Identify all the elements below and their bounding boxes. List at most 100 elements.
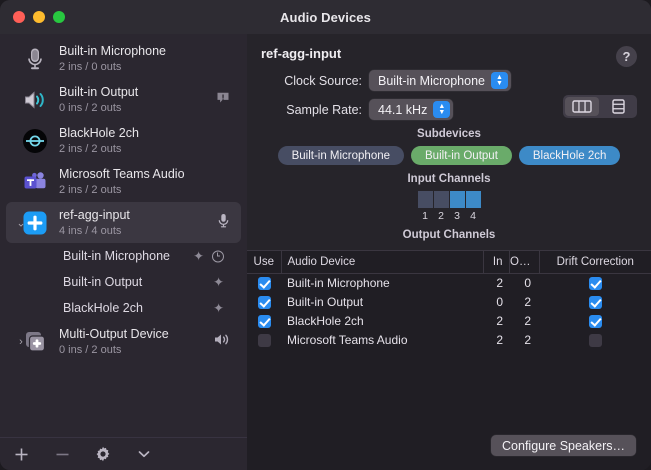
- out-count-cell: 0: [524, 275, 531, 290]
- settings-gear-button[interactable]: [93, 444, 113, 464]
- input-channel-number: 4: [470, 210, 476, 222]
- table-row[interactable]: Built-in Microphone 2 0: [247, 273, 651, 292]
- clock-source-row: Clock Source: Built-in Microphone ▲ ▼: [261, 70, 637, 91]
- configure-speakers-button[interactable]: Configure Speakers…: [491, 435, 636, 456]
- device-io: 4 ins / 4 outs: [59, 224, 122, 237]
- action-menu-button[interactable]: [134, 444, 154, 464]
- device-name-cell: Built-in Microphone: [287, 275, 390, 290]
- use-checkbox[interactable]: [257, 276, 271, 290]
- in-count-cell: 0: [496, 294, 503, 309]
- microphone-icon: [20, 44, 50, 74]
- table-row[interactable]: BlackHole 2ch 2 2: [247, 311, 651, 330]
- subdevice-pill-built-in-output[interactable]: Built-in Output: [411, 146, 512, 165]
- remove-device-button[interactable]: [52, 444, 72, 464]
- page-title: ref-agg-input: [261, 46, 342, 61]
- drift-star-icon: ✦: [213, 300, 224, 316]
- input-channel-block-4[interactable]: [465, 191, 481, 208]
- disclosure-triangle-down-icon[interactable]: ⌄: [16, 217, 26, 229]
- input-channel-block-2[interactable]: [433, 191, 449, 208]
- table-row[interactable]: Microsoft Teams Audio 2 2: [247, 330, 651, 349]
- use-checkbox[interactable]: [257, 314, 271, 328]
- device-settings-pane: ref-agg-input ? Clock Source: Built-in M…: [247, 34, 651, 250]
- multi-output-icon: [20, 327, 50, 357]
- drift-correction-checkbox[interactable]: [588, 314, 602, 328]
- device-io: 0 ins / 2 outs: [59, 101, 122, 114]
- clock-source-select[interactable]: Built-in Microphone ▲ ▼: [369, 70, 511, 91]
- chevron-updown-icon[interactable]: ▲ ▼: [433, 101, 451, 118]
- sidebar-subitem-blackhole-2ch[interactable]: BlackHole 2ch ✦: [6, 295, 241, 321]
- input-channel-block-1[interactable]: [417, 191, 433, 208]
- device-io: 0 ins / 2 outs: [59, 343, 122, 356]
- subdevice-name: Built-in Microphone: [63, 249, 170, 263]
- device-name: BlackHole 2ch: [59, 125, 139, 140]
- column-header-use[interactable]: Use: [247, 251, 282, 274]
- device-detail-panel: ref-agg-input ? Clock Source: Built-in M…: [247, 34, 651, 470]
- in-count-cell: 2: [496, 332, 503, 347]
- device-name-cell: BlackHole 2ch: [287, 313, 364, 328]
- list-view-button[interactable]: [601, 97, 635, 116]
- input-channel-number: 3: [454, 210, 460, 222]
- drift-star-icon: ✦: [213, 274, 224, 290]
- sidebar-item-built-in-output[interactable]: Built-in Output 0 ins / 2 outs: [6, 79, 241, 120]
- use-checkbox[interactable]: [257, 333, 271, 347]
- subdevice-pill-built-in-microphone[interactable]: Built-in Microphone: [277, 146, 405, 165]
- device-name: Built-in Output: [59, 84, 139, 99]
- drift-correction-checkbox[interactable]: [588, 295, 602, 309]
- sidebar-item-blackhole-2ch[interactable]: BlackHole 2ch 2 ins / 2 outs: [6, 120, 241, 161]
- disclosure-triangle-right-icon[interactable]: ›: [19, 335, 23, 348]
- speaker-output-icon: [214, 332, 230, 351]
- window-title: Audio Devices: [280, 9, 371, 25]
- speaker-icon: [20, 85, 50, 115]
- clock-icon: [212, 250, 224, 262]
- subdevice-pill-blackhole-2ch[interactable]: BlackHole 2ch: [518, 146, 621, 165]
- sample-rate-row: Sample Rate: 44.1 kHz ▲ ▼: [261, 99, 637, 120]
- subdevice-name: Built-in Output: [63, 275, 143, 289]
- device-list-sidebar[interactable]: Built-in Microphone 2 ins / 0 outs Built…: [0, 34, 247, 437]
- sidebar-item-microsoft-teams-audio[interactable]: Microsoft Teams Audio 2 ins / 2 outs: [6, 161, 241, 202]
- close-button[interactable]: [13, 11, 25, 23]
- input-channel-block-3[interactable]: [449, 191, 465, 208]
- subdevice-table-pane: Use Audio Device In O… Drift Correction …: [247, 250, 651, 470]
- drift-correction-checkbox[interactable]: [588, 333, 602, 347]
- minimize-button[interactable]: [33, 11, 45, 23]
- sidebar-subitem-built-in-microphone[interactable]: Built-in Microphone ✦: [6, 243, 241, 269]
- sidebar-subitem-built-in-output[interactable]: Built-in Output ✦: [6, 269, 241, 295]
- sidebar-item-ref-agg-input[interactable]: ⌄ ref-agg-input 4 ins / 4 outs: [6, 202, 241, 243]
- sidebar-toolbar: [0, 437, 247, 470]
- add-device-button[interactable]: [11, 444, 31, 464]
- drift-correction-checkbox[interactable]: [588, 276, 602, 290]
- view-mode-toggle[interactable]: [563, 95, 637, 118]
- device-name: Built-in Microphone: [59, 43, 166, 58]
- column-header-in[interactable]: In: [483, 251, 510, 274]
- sidebar-item-multi-output-device[interactable]: › Multi-Output Device 0 ins / 2 outs: [6, 321, 241, 362]
- column-header-out[interactable]: O…: [509, 251, 540, 274]
- sample-rate-select[interactable]: 44.1 kHz ▲ ▼: [369, 99, 454, 120]
- column-header-audio-device[interactable]: Audio Device: [281, 251, 484, 274]
- sidebar-item-built-in-microphone[interactable]: Built-in Microphone 2 ins / 0 outs: [6, 38, 241, 79]
- zoom-button[interactable]: [53, 11, 65, 23]
- columns-view-button[interactable]: [565, 97, 599, 116]
- traffic-lights: [13, 11, 65, 23]
- column-header-drift-correction[interactable]: Drift Correction: [539, 251, 651, 274]
- clock-source-value: Built-in Microphone: [378, 73, 485, 88]
- in-count-cell: 2: [496, 313, 503, 328]
- subdevices-label: Subdevices: [417, 128, 481, 140]
- device-io: 2 ins / 0 outs: [59, 60, 122, 73]
- device-name: ref-agg-input: [59, 207, 130, 222]
- clock-source-label: Clock Source:: [284, 73, 362, 88]
- table-row[interactable]: Built-in Output 0 2: [247, 292, 651, 311]
- input-channel-blocks: [261, 191, 637, 208]
- use-checkbox[interactable]: [257, 295, 271, 309]
- teams-icon: [20, 167, 50, 197]
- help-button[interactable]: ?: [616, 46, 637, 67]
- device-io: 2 ins / 2 outs: [59, 183, 122, 196]
- out-count-cell: 2: [524, 294, 531, 309]
- subdevice-pill-list: Built-in Microphone Built-in Output Blac…: [261, 146, 637, 165]
- sample-rate-label: Sample Rate:: [286, 102, 362, 117]
- chevron-updown-icon[interactable]: ▲ ▼: [491, 72, 508, 89]
- input-channel-number: 1: [422, 210, 428, 222]
- table-header-row: Use Audio Device In O… Drift Correction: [247, 251, 651, 274]
- alert-bubble-icon: [216, 90, 230, 109]
- microphone-icon: [217, 213, 230, 233]
